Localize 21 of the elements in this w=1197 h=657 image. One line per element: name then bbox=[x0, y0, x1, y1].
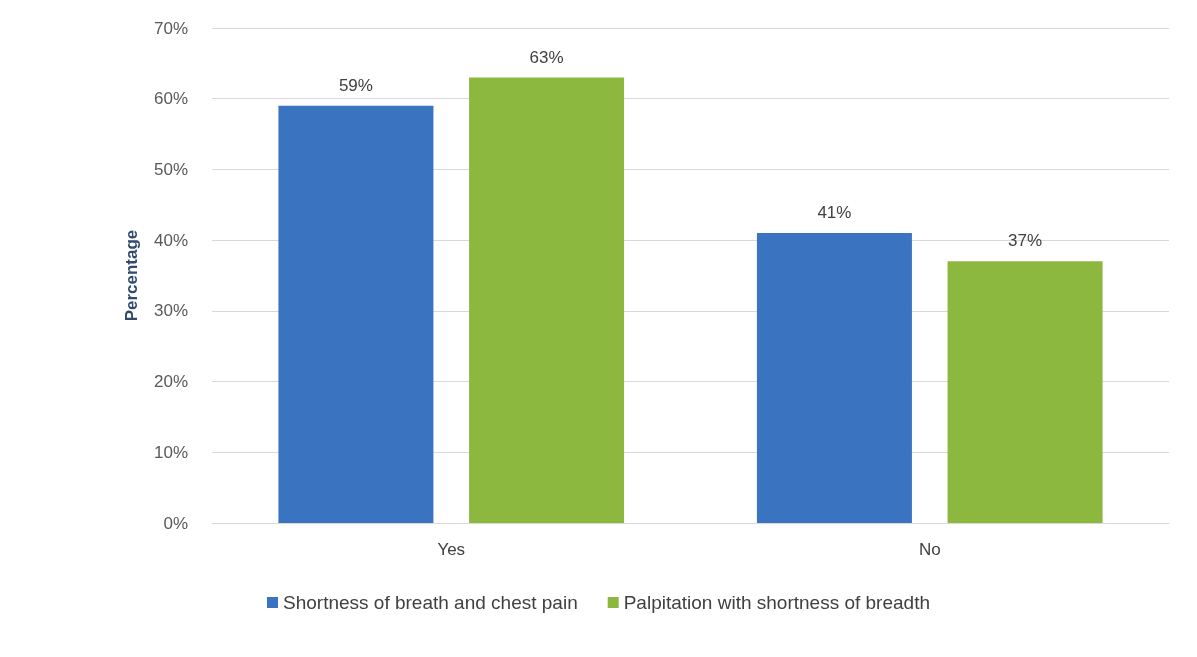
bar bbox=[469, 77, 625, 523]
bar bbox=[947, 261, 1103, 523]
y-tick-label: 40% bbox=[153, 230, 188, 250]
y-tick-label: 10% bbox=[153, 442, 188, 462]
data-label: 41% bbox=[817, 203, 852, 223]
legend-label: Shortness of breath and chest pain bbox=[283, 592, 578, 613]
y-tick-label: 70% bbox=[153, 18, 188, 38]
bar bbox=[756, 233, 912, 523]
legend-label: Palpitation with shortness of breadth bbox=[623, 592, 930, 613]
x-tick-label: Yes bbox=[437, 540, 466, 559]
data-label: 59% bbox=[338, 75, 373, 95]
y-tick-label: 30% bbox=[153, 301, 188, 321]
y-tick-label: 60% bbox=[153, 89, 188, 109]
data-label: 63% bbox=[529, 47, 564, 67]
y-tick-label: 0% bbox=[163, 513, 188, 533]
x-tick-label: No bbox=[918, 540, 941, 559]
y-tick-label: 20% bbox=[153, 372, 188, 392]
y-axis-title: Percentage bbox=[122, 229, 141, 322]
data-label: 37% bbox=[1008, 231, 1043, 251]
y-tick-label: 50% bbox=[153, 159, 188, 179]
bar bbox=[278, 105, 434, 523]
